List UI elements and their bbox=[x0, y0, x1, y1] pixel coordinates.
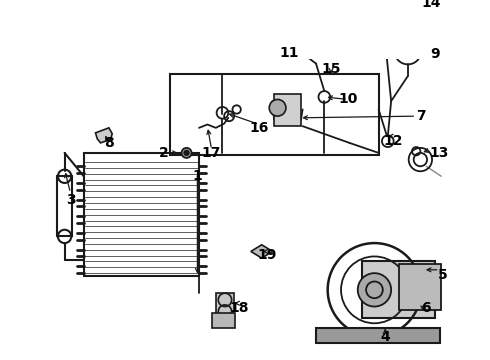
Bar bbox=[212, 313, 235, 328]
Text: 14: 14 bbox=[421, 0, 441, 10]
Circle shape bbox=[358, 273, 391, 307]
Text: 5: 5 bbox=[438, 268, 448, 282]
Circle shape bbox=[415, 29, 424, 39]
Text: 10: 10 bbox=[338, 93, 357, 107]
Bar bbox=[316, 328, 440, 343]
Bar bbox=[57, 176, 72, 237]
Text: 6: 6 bbox=[421, 301, 431, 315]
Text: 8: 8 bbox=[104, 136, 114, 150]
Circle shape bbox=[184, 150, 189, 156]
Bar bbox=[399, 264, 441, 310]
Text: 7: 7 bbox=[416, 109, 426, 123]
Text: 3: 3 bbox=[66, 193, 75, 207]
Text: 18: 18 bbox=[229, 301, 249, 315]
Text: 17: 17 bbox=[202, 146, 221, 160]
Circle shape bbox=[181, 148, 192, 158]
Text: 15: 15 bbox=[321, 62, 341, 76]
Text: 12: 12 bbox=[383, 134, 403, 148]
Text: 9: 9 bbox=[430, 48, 440, 61]
Polygon shape bbox=[96, 128, 112, 143]
Circle shape bbox=[269, 99, 286, 116]
Bar bbox=[362, 261, 436, 318]
Text: 11: 11 bbox=[279, 46, 299, 60]
Polygon shape bbox=[251, 245, 272, 258]
Text: 19: 19 bbox=[258, 248, 277, 262]
Bar bbox=[170, 73, 379, 156]
Text: 1: 1 bbox=[193, 169, 202, 183]
Text: 13: 13 bbox=[430, 146, 449, 160]
Bar bbox=[274, 94, 301, 126]
Text: 4: 4 bbox=[380, 330, 390, 343]
Text: 16: 16 bbox=[249, 121, 269, 135]
Bar bbox=[84, 153, 199, 276]
Text: 2: 2 bbox=[159, 146, 169, 160]
Bar bbox=[216, 293, 234, 316]
